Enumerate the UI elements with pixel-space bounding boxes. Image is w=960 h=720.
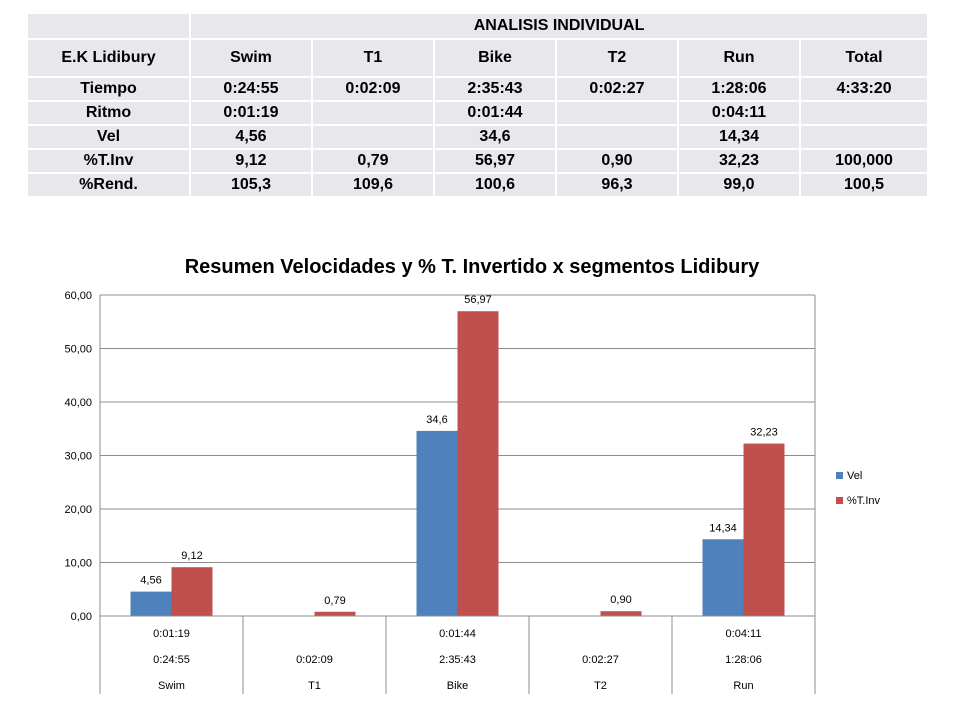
table-cell: 1:28:06 [677, 76, 801, 102]
x-tick-label: Bike [447, 680, 468, 692]
column-header: T2 [555, 38, 679, 78]
athlete-name: E.K Lidibury [26, 38, 191, 78]
column-header: Total [798, 38, 930, 78]
bar-chart: Resumen Velocidades y % T. Invertido x s… [64, 256, 881, 694]
table-cell: 109,6 [311, 172, 435, 198]
chart-container: Resumen Velocidades y % T. Invertido x s… [0, 240, 960, 710]
table-row: %Rend. 105,3 109,6 100,6 96,3 99,0 100,5 [26, 172, 930, 198]
table-row: Vel 4,56 34,6 14,34 [26, 124, 930, 150]
data-label: 0,90 [610, 594, 631, 606]
column-header: Swim [189, 38, 313, 78]
table-cell: 4:33:20 [798, 76, 930, 102]
x-tick-label: 0:24:55 [153, 654, 190, 666]
table-row: Tiempo 0:24:55 0:02:09 2:35:43 0:02:27 1… [26, 76, 930, 102]
table-cell: 4,56 [189, 124, 313, 150]
legend-swatch [836, 472, 843, 479]
table-cell: 99,0 [677, 172, 801, 198]
table-row: Ritmo 0:01:19 0:01:44 0:04:11 [26, 100, 930, 126]
y-tick-label: 0,00 [71, 611, 92, 623]
table-cell: 0:01:44 [433, 100, 557, 126]
table-cell: 34,6 [433, 124, 557, 150]
table-cell: 96,3 [555, 172, 679, 198]
table-cell: 0,79 [311, 148, 435, 174]
table-cell [798, 100, 930, 126]
table-cell: 105,3 [189, 172, 313, 198]
table-cell: 0:02:09 [311, 76, 435, 102]
table-cell: 100,5 [798, 172, 930, 198]
row-label: Tiempo [26, 76, 191, 102]
row-label: Ritmo [26, 100, 191, 126]
legend-label: %T.Inv [847, 495, 881, 507]
x-tick-label: 0:02:09 [296, 654, 333, 666]
x-tick-label: 0:02:27 [582, 654, 619, 666]
table-corner-cell [26, 12, 191, 40]
column-header: Bike [433, 38, 557, 78]
bars: 4,56 34,6 14,34 9,12 0,79 56,97 0,90 32,23 [130, 294, 785, 616]
data-label: 0,79 [324, 595, 345, 607]
data-label: 56,97 [464, 294, 492, 306]
table-row: %T.Inv 9,12 0,79 56,97 0,90 32,23 100,00… [26, 148, 930, 174]
column-header: T1 [311, 38, 435, 78]
table-cell: 0:01:19 [189, 100, 313, 126]
table-cell: 32,23 [677, 148, 801, 174]
table-cell: 0:02:27 [555, 76, 679, 102]
x-tick-label: 0:01:19 [153, 628, 190, 640]
table-cell: 100,000 [798, 148, 930, 174]
bar-%T.Inv-Run [743, 443, 785, 616]
y-tick-label: 10,00 [64, 558, 92, 570]
x-tick-label: 2:35:43 [439, 654, 476, 666]
row-label: Vel [26, 124, 191, 150]
table-cell [798, 124, 930, 150]
table-cell: 9,12 [189, 148, 313, 174]
table-cell: 0:04:11 [677, 100, 801, 126]
table-cell [311, 124, 435, 150]
data-label: 32,23 [750, 427, 778, 439]
bar-%T.Inv-Bike [457, 311, 499, 616]
data-label: 4,56 [140, 575, 161, 587]
x-tick-label: T1 [308, 680, 321, 692]
row-label: %Rend. [26, 172, 191, 198]
table-title: ANALISIS INDIVIDUAL [188, 12, 930, 40]
bar-%T.Inv-T1 [314, 611, 356, 616]
x-tick-label: 0:04:11 [726, 628, 762, 640]
legend-swatch [836, 497, 843, 504]
bar-Vel-Run [702, 539, 744, 616]
column-header: Run [677, 38, 801, 78]
bar-Vel-Swim [130, 591, 172, 616]
table-cell [555, 100, 679, 126]
y-tick-label: 20,00 [64, 504, 92, 516]
table-cell: 2:35:43 [433, 76, 557, 102]
axes: 0,00 10,00 20,00 30,00 40,00 50,00 60,00 0:01:1… [64, 290, 816, 694]
y-tick-label: 60,00 [64, 290, 92, 302]
row-label: %T.Inv [26, 148, 191, 174]
y-tick-label: 40,00 [64, 397, 92, 409]
data-label: 14,34 [709, 522, 737, 534]
data-label: 34,6 [426, 414, 447, 426]
x-tick-label: Run [733, 680, 753, 692]
y-tick-label: 30,00 [64, 451, 92, 463]
table-cell: 14,34 [677, 124, 801, 150]
table-cell: 56,97 [433, 148, 557, 174]
chart-title: Resumen Velocidades y % T. Invertido x s… [185, 256, 760, 278]
table-cell: 0,90 [555, 148, 679, 174]
y-tick-label: 50,00 [64, 344, 92, 356]
table-cell: 100,6 [433, 172, 557, 198]
data-label: 9,12 [181, 550, 202, 562]
table-cell [555, 124, 679, 150]
table-cell: 0:24:55 [189, 76, 313, 102]
analysis-table: ANALISIS INDIVIDUAL E.K Lidibury Swim T1… [26, 12, 930, 198]
legend: Vel %T.Inv [836, 470, 881, 507]
x-tick-label: 1:28:06 [725, 654, 762, 666]
bar-%T.Inv-Swim [171, 567, 213, 616]
bar-%T.Inv-T2 [600, 611, 642, 616]
bar-Vel-Bike [416, 430, 458, 616]
legend-label: Vel [847, 470, 862, 482]
table-cell [311, 100, 435, 126]
x-tick-label: T2 [594, 680, 607, 692]
analysis-table-container: ANALISIS INDIVIDUAL E.K Lidibury Swim T1… [26, 12, 930, 198]
x-tick-label: 0:01:44 [439, 628, 476, 640]
x-tick-label: Swim [158, 680, 185, 692]
